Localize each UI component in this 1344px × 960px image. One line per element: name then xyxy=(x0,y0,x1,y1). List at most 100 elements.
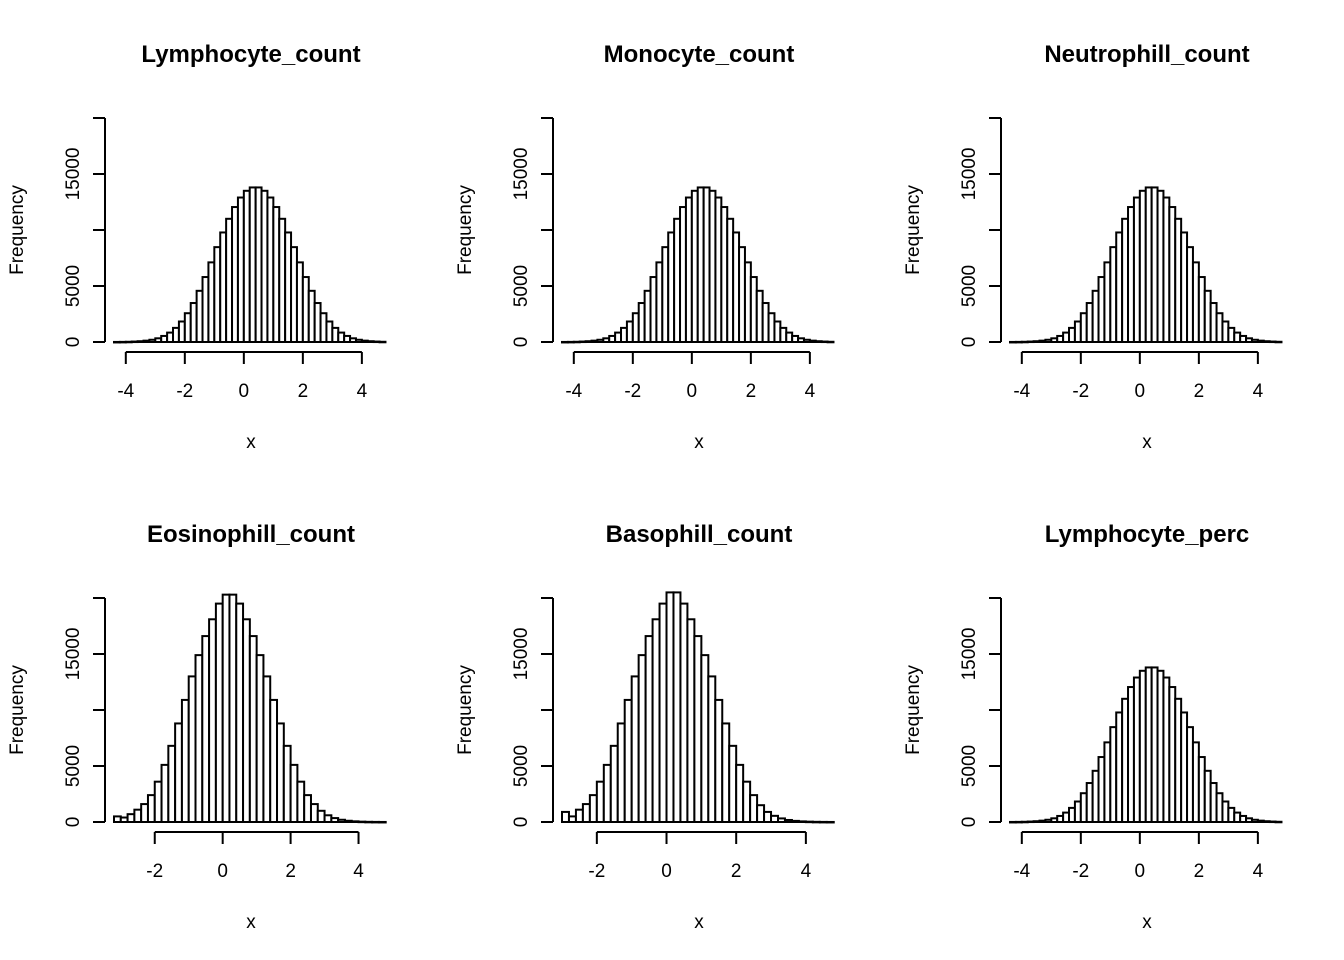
histogram-bar xyxy=(623,698,633,823)
histogram-bar xyxy=(269,698,279,823)
x-tick-label: 2 xyxy=(746,381,757,402)
histogram-bar xyxy=(735,763,745,824)
histogram-bar xyxy=(818,820,828,824)
histogram-bar xyxy=(749,794,759,823)
y-tick-label: 0 xyxy=(63,337,84,348)
histogram-bar xyxy=(303,794,312,823)
y-tick-label: 15000 xyxy=(959,628,980,681)
x-tick-label: 4 xyxy=(357,381,368,402)
x-tick-label: -2 xyxy=(1072,381,1089,402)
histogram-bar xyxy=(783,818,793,824)
x-tick-label: 0 xyxy=(1135,861,1146,882)
x-axis-label: x xyxy=(694,912,704,933)
x-tick-label: 0 xyxy=(1135,381,1146,402)
histogram-bar xyxy=(679,602,689,823)
y-tick-label: 0 xyxy=(959,337,980,348)
y-axis-label: Frequency xyxy=(455,665,476,755)
x-tick-label: 4 xyxy=(1253,861,1264,882)
histogram-bar xyxy=(665,591,675,824)
histogram-bar xyxy=(276,722,285,823)
x-tick-label: -4 xyxy=(1013,381,1030,402)
histogram-bar xyxy=(756,804,766,824)
x-tick-label: -2 xyxy=(588,861,605,882)
histogram-bar xyxy=(742,780,752,823)
histogram-bar xyxy=(350,820,360,824)
x-tick-label: 0 xyxy=(217,861,228,882)
histogram-bar xyxy=(1274,340,1283,344)
histogram-bar xyxy=(262,675,272,823)
histogram-bar xyxy=(561,810,570,824)
y-tick-label: 15000 xyxy=(63,628,84,681)
histogram-bar xyxy=(825,820,835,824)
x-tick-label: 4 xyxy=(801,861,812,882)
histogram-bar xyxy=(637,654,647,823)
histogram-bar xyxy=(693,635,703,823)
histogram-bar xyxy=(153,780,163,823)
histogram-bar xyxy=(804,820,814,824)
y-tick-label: 5000 xyxy=(959,745,980,787)
x-tick-label: 2 xyxy=(298,381,309,402)
x-axis-label: x xyxy=(694,432,704,453)
histogram-bar xyxy=(377,820,387,824)
histogram-panel: Monocyte_count 0 5000 15000 Frequency -4 -2 0 2 4… xyxy=(455,41,835,453)
x-tick-label: 2 xyxy=(285,861,296,882)
histogram-bar xyxy=(714,698,724,823)
histogram-bar xyxy=(728,744,738,823)
histogram-bar xyxy=(567,815,577,823)
y-tick-label: 0 xyxy=(511,817,532,828)
histogram-bar xyxy=(235,602,245,823)
histogram-bar xyxy=(330,817,340,823)
y-tick-label: 5000 xyxy=(63,745,84,787)
y-tick-label: 5000 xyxy=(511,265,532,307)
histogram-bar xyxy=(574,808,584,823)
histogram-bar xyxy=(616,722,626,823)
chart-title: Lymphocyte_perc xyxy=(1045,521,1250,548)
histogram-bar xyxy=(602,763,612,824)
x-tick-label: -4 xyxy=(117,381,134,402)
histogram-bar xyxy=(309,803,319,823)
histogram-bar xyxy=(146,794,156,823)
y-tick-label: 0 xyxy=(511,337,532,348)
x-tick-label: 0 xyxy=(687,381,698,402)
histogram-bar xyxy=(208,618,217,823)
histogram-bar xyxy=(119,816,129,823)
histogram-bar xyxy=(289,763,299,824)
histogram-bar xyxy=(644,635,654,823)
x-axis-label: x xyxy=(1142,912,1152,933)
y-tick-label: 15000 xyxy=(959,148,980,201)
y-tick-label: 15000 xyxy=(511,148,532,201)
histogram-bar xyxy=(221,593,231,823)
histogram-bar xyxy=(187,675,197,823)
y-axis-label: Frequency xyxy=(7,665,28,755)
y-axis-label: Frequency xyxy=(455,185,476,275)
histogram-bar xyxy=(707,675,717,823)
x-tick-label: 4 xyxy=(805,381,816,402)
histogram-bar xyxy=(811,820,821,824)
histogram-bar xyxy=(242,618,251,823)
y-tick-label: 5000 xyxy=(511,745,532,787)
histogram-bar xyxy=(651,618,661,823)
chart-title: Monocyte_count xyxy=(604,41,795,68)
histogram-panel: Eosinophill_count 0 5000 15000 Frequency -2 0 2… xyxy=(7,521,387,933)
histogram-bar xyxy=(630,675,640,823)
histogram-bar xyxy=(595,780,605,823)
x-tick-label: 4 xyxy=(353,861,364,882)
histogram-bar xyxy=(126,813,136,824)
histogram-panel: Basophill_count 0 5000 15000 Frequency -2 0 2 4 x xyxy=(455,521,835,933)
histogram-bar xyxy=(296,780,306,823)
x-tick-label: -4 xyxy=(565,381,582,402)
x-tick-label: 0 xyxy=(239,381,250,402)
histogram-bar xyxy=(316,809,326,823)
histogram-bar xyxy=(282,744,292,823)
histogram-bar xyxy=(763,810,773,824)
chart-title: Neutrophill_count xyxy=(1044,41,1249,68)
histogram-bar xyxy=(777,817,786,823)
histogram-bar xyxy=(790,819,800,824)
y-axis-label: Frequency xyxy=(903,185,924,275)
y-tick-label: 0 xyxy=(959,817,980,828)
histogram-bar xyxy=(248,635,258,823)
y-tick-label: 5000 xyxy=(959,265,980,307)
y-axis-label: Frequency xyxy=(7,185,28,275)
histogram-bar xyxy=(160,763,170,824)
histogram-bar xyxy=(686,618,696,823)
